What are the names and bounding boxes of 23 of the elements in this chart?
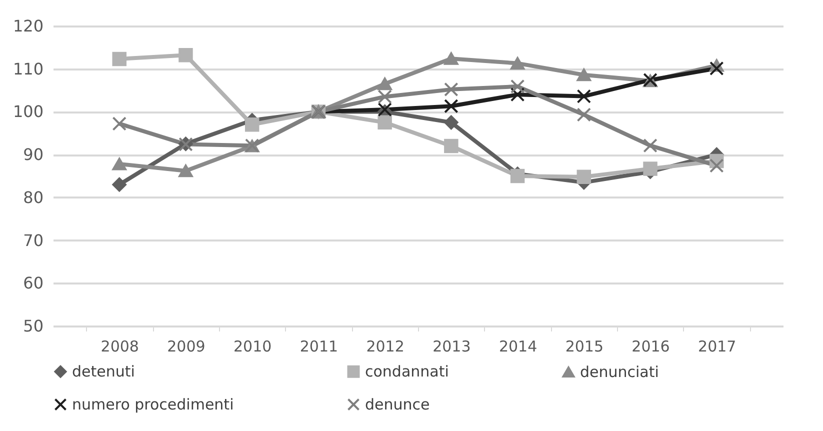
y-tick-label: 110 [12, 59, 44, 78]
y-tick-label: 80 [23, 188, 44, 207]
x-tick-label: 2013 [432, 338, 471, 356]
x-tick-label: 2010 [233, 338, 272, 356]
x-tick-label: 2009 [167, 338, 206, 356]
legend-label: detenuti [72, 362, 135, 381]
y-tick-label: 60 [23, 274, 44, 293]
y-tick-label: 50 [23, 316, 44, 336]
legend-label: condannati [365, 362, 449, 381]
y-tick-label: 120 [12, 16, 44, 36]
x-tick-label: 2014 [498, 338, 538, 356]
legend-label: denunciati [580, 362, 659, 381]
y-tick-label: 100 [12, 102, 44, 122]
x-tick-label: 2017 [698, 338, 736, 356]
x-tick-label: 2011 [300, 338, 338, 356]
y-tick-label: 90 [23, 145, 44, 164]
y-tick-label: 70 [23, 230, 44, 250]
x-tick-label: 2008 [100, 338, 139, 356]
x-tick-label: 2016 [632, 338, 670, 356]
legend-label: denunce [365, 396, 430, 414]
x-tick-label: 2015 [565, 338, 604, 356]
x-tick-label: 2012 [366, 338, 404, 356]
legend-label: numero procedimenti [72, 396, 234, 414]
